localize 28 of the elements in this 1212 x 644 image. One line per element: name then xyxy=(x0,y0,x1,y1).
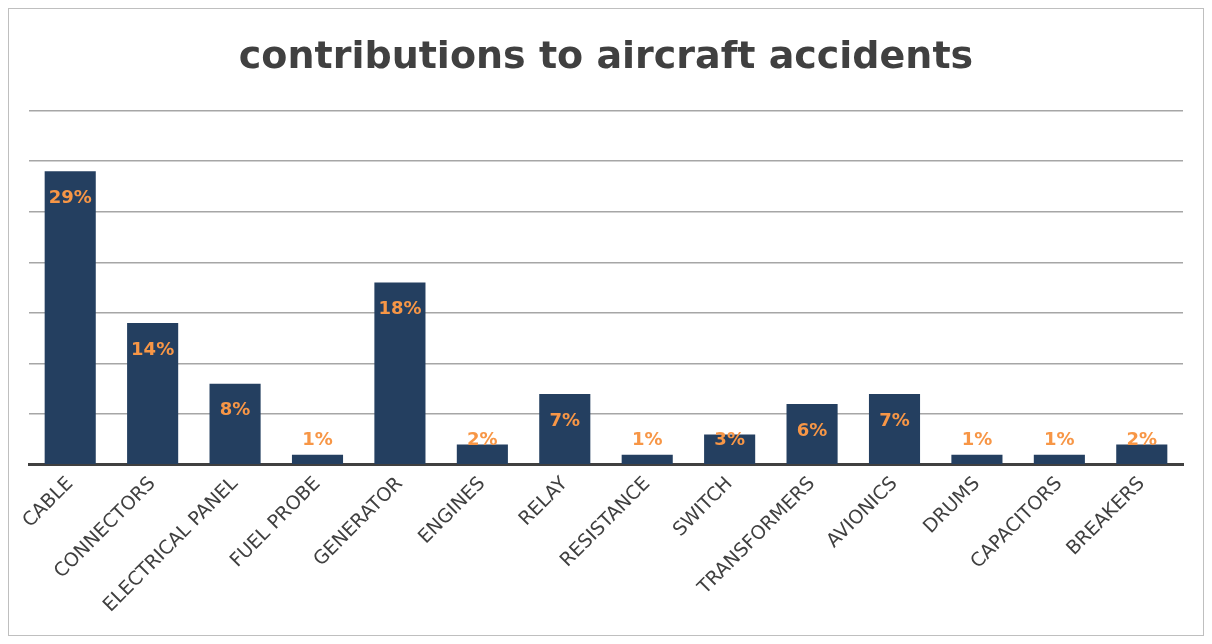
data-label: 7% xyxy=(549,408,581,430)
data-label: 7% xyxy=(879,408,910,430)
data-label: 14% xyxy=(131,337,175,359)
data-label: 1% xyxy=(631,428,663,450)
data-label: 1% xyxy=(961,428,993,450)
bar xyxy=(1116,444,1168,464)
data-label: 18% xyxy=(378,297,422,319)
bar xyxy=(786,404,838,464)
bar xyxy=(539,393,591,464)
data-label: 29% xyxy=(48,185,92,207)
bar xyxy=(291,454,344,464)
bar xyxy=(209,383,261,464)
data-label: 2% xyxy=(1126,428,1158,450)
bar xyxy=(868,393,921,464)
bar xyxy=(1033,454,1085,464)
bar xyxy=(951,454,1003,464)
data-label: 1% xyxy=(1044,428,1075,450)
chart-title: contributions to aircraft accidents xyxy=(238,32,974,77)
bar xyxy=(374,282,426,464)
data-label: 3% xyxy=(714,428,745,450)
bar xyxy=(621,454,673,464)
bar xyxy=(456,444,508,464)
data-label: 6% xyxy=(796,418,828,440)
bar xyxy=(127,323,179,464)
data-label: 8% xyxy=(219,398,251,420)
data-label: 2% xyxy=(467,428,498,450)
bar xyxy=(44,171,96,464)
data-label: 1% xyxy=(302,428,333,450)
